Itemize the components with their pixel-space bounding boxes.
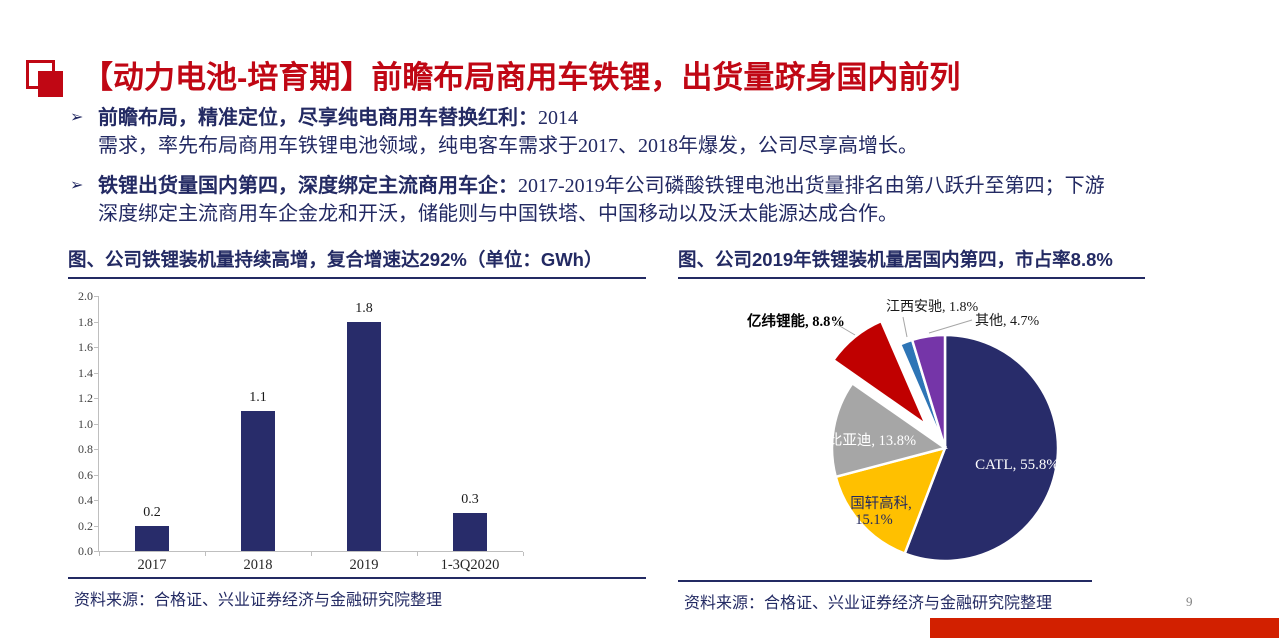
- pie-slice-1: [903, 333, 1060, 563]
- page-number: 9: [1186, 594, 1193, 609]
- slide-logo-filled-square-icon: [38, 71, 63, 97]
- y-axis-tick-label: 1.8: [78, 314, 93, 329]
- x-axis-category-label: 2019: [349, 557, 379, 573]
- pie-slice-2: [834, 446, 948, 556]
- pie-chart-title: 图、公司2019年铁锂装机量居国内第四，市占率8.8%: [678, 246, 1145, 279]
- y-axis-tick: [94, 500, 98, 501]
- bar-2018: [241, 410, 275, 551]
- y-axis-tick-label: 1.2: [78, 391, 93, 405]
- pie-slice-4: [831, 319, 929, 429]
- bullet-item-1: ➢ 前瞻布局，精准定位，尽享纯电商用车替换红利：2014 需求，率先布局商用车铁…: [70, 104, 1212, 160]
- x-axis-tick: [417, 552, 418, 556]
- y-axis-tick-label: 1.6: [78, 340, 93, 354]
- pie-slice-6: [910, 333, 947, 449]
- bar-chart-plot: 0.0 0.2 0.4 0.6 0.8 1.0 1.2 1.4 1.6 1.8 2.0 0.2 2017…: [78, 289, 524, 573]
- bullet-list: ➢ 前瞻布局，精准定位，尽享纯电商用车替换红利：2014 需求，率先布局商用车铁…: [70, 104, 1212, 240]
- pie-label-leader-line: [832, 321, 856, 336]
- y-axis-tick: [94, 398, 98, 399]
- y-axis-tick: [94, 296, 98, 297]
- x-axis-category-label: 2017: [137, 557, 167, 573]
- bar-value-label: 1.1: [249, 389, 267, 405]
- x-axis-tick: [311, 552, 312, 556]
- x-axis-tick: [523, 552, 524, 556]
- pie-slice-label-3: 比亚迪, 13.8%: [828, 432, 916, 449]
- pie-slice-3: [830, 381, 948, 479]
- bar-1-3Q2020: [453, 512, 487, 551]
- bullet-1-lead: 前瞻布局，精准定位，尽享纯电商用车替换红利：: [98, 107, 538, 129]
- pie-chart-source: 资料来源：合格证、兴业证券经济与金融研究院整理: [684, 595, 1053, 612]
- bar-chart-source: 资料来源：合格证、兴业证券经济与金融研究院整理: [74, 592, 443, 609]
- x-axis-category-label: 1-3Q2020: [440, 557, 500, 573]
- bar-value-label: 1.8: [355, 300, 373, 316]
- pie-chart-block: 图、公司2019年铁锂装机量居国内第四，市占率8.8% CATL, 55.8% 国…: [678, 246, 1145, 612]
- y-axis-tick-label: 0.8: [78, 442, 93, 456]
- y-axis-tick: [94, 347, 98, 348]
- y-axis-tick-label: 0.2: [78, 518, 93, 533]
- y-axis-tick-label: 2.0: [78, 289, 93, 303]
- pie-slice-label-1: CATL, 55.8%: [975, 457, 1059, 473]
- bullet-arrow-icon: ➢: [70, 109, 84, 126]
- bar-2017: [135, 525, 169, 551]
- page-title: 【动力电池-培育期】前瞻布局商用车铁锂，出货量跻身国内前列: [82, 60, 961, 95]
- bar-value-label: 0.3: [461, 491, 479, 507]
- y-axis-tick: [94, 525, 98, 527]
- footer-accent-bar: [930, 618, 1279, 638]
- pie-label-leader-line: [928, 319, 973, 334]
- bullet-item-2: ➢ 铁锂出货量国内第四，深度绑定主流商用车企：2017-2019年公司磷酸铁锂电…: [70, 172, 1212, 228]
- chart-divider-line: [68, 577, 646, 579]
- bullet-2-lead: 铁锂出货量国内第四，深度绑定主流商用车企：: [98, 175, 518, 197]
- y-axis-tick: [94, 372, 98, 374]
- y-axis-tick: [94, 449, 98, 450]
- x-axis-tick: [99, 552, 100, 556]
- pie-label-leader-line: [902, 316, 908, 338]
- bullet-arrow-icon: ➢: [70, 177, 84, 194]
- y-axis-tick-label: 1.4: [78, 365, 93, 380]
- y-axis-tick-label: 0.6: [78, 467, 93, 482]
- pie-chart: CATL, 55.8% 国轩高科, 15.1% 比亚迪, 13.8% 亿纬锂能, 8.8…: [747, 299, 1060, 563]
- bar-2019: [347, 321, 381, 551]
- pie-slice-label-4: 亿纬锂能, 8.8%: [747, 312, 845, 330]
- bullet-2-body: 2017-2019年公司磷酸铁锂电池出货量排名由第八跃升至第四；下游 深度绑定主…: [98, 175, 1105, 225]
- y-axis-tick: [94, 474, 98, 476]
- y-axis-tick-label: 0.0: [78, 544, 93, 558]
- y-axis-tick: [94, 551, 98, 552]
- bar-value-label: 0.2: [143, 504, 161, 520]
- pie-slice-label-5: 江西安驰, 1.8%: [886, 299, 978, 315]
- pie-slice-label-2: 国轩高科, 15.1%: [850, 495, 912, 528]
- y-axis-tick-label: 1.0: [78, 416, 93, 431]
- y-axis-tick: [94, 321, 98, 323]
- x-axis-category-label: 2018: [243, 557, 273, 573]
- bullet-1-body: 2014 需求，率先布局商用车铁锂电池领域，纯电客车需求于2017、2018年爆…: [98, 107, 918, 157]
- y-axis-tick-label: 0.4: [78, 493, 93, 507]
- chart-divider-line: [678, 580, 1092, 582]
- y-axis-tick: [94, 423, 98, 425]
- pie-slice-label-6: 其他, 4.7%: [975, 313, 1039, 329]
- bar-chart-title: 图、公司铁锂装机量持续高增，复合增速达292%（单位：GWh）: [68, 246, 646, 279]
- x-axis-tick: [205, 552, 206, 556]
- bar-chart-block: 图、公司铁锂装机量持续高增，复合增速达292%（单位：GWh） 0.0 0.2 0.…: [68, 246, 646, 609]
